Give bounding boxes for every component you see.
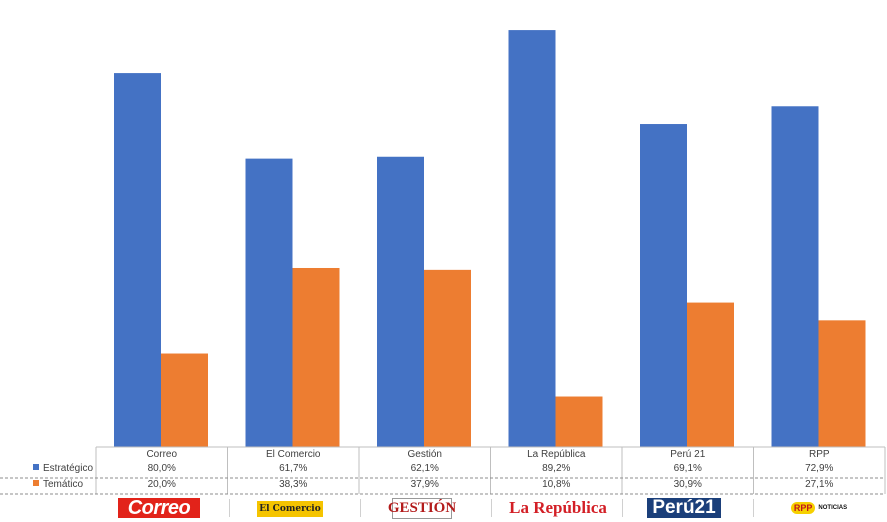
category-label: Correo (146, 449, 177, 460)
category-label: El Comercio (266, 449, 321, 460)
logo-separator (229, 499, 230, 517)
rpp-logo: RPP NOTICIAS (787, 498, 851, 518)
data-label: 37,9% (411, 479, 439, 490)
legend-label-0: Estratégico (43, 463, 93, 474)
bar-tematico-4 (687, 302, 734, 447)
data-label: 38,3% (279, 479, 307, 490)
data-label: 62,1% (411, 463, 439, 474)
bar-estrategico-4 (640, 124, 687, 448)
data-label: 69,1% (674, 463, 702, 474)
bars-layer (114, 30, 866, 448)
category-label: Gestión (408, 449, 442, 460)
la-republica-logo: La República (509, 498, 607, 517)
data-label: 61,7% (279, 463, 307, 474)
data-label: 80,0% (148, 463, 176, 474)
logos-row: Correo El Comercio GESTIÓN La República … (0, 495, 887, 522)
el-comercio-logo: El Comercio (257, 501, 323, 517)
data-label: 27,1% (805, 479, 833, 490)
data-label: 10,8% (542, 479, 570, 490)
bar-chart: Correo El Comercio Gestión La República Perú… (0, 30, 886, 495)
bar-estrategico-0 (114, 73, 161, 447)
bar-estrategico-5 (771, 106, 819, 448)
rpp-badge: RPP (790, 502, 816, 514)
data-table: Correo El Comercio Gestión La República Perú… (0, 446, 886, 495)
logo-separator (753, 499, 754, 517)
data-label: 89,2% (542, 463, 570, 474)
legend-swatch-1 (33, 480, 39, 486)
bar-estrategico-2 (377, 156, 424, 447)
correo-logo: Correo (118, 497, 200, 519)
legend-label-1: Temático (43, 479, 83, 490)
rpp-noticias-text: NOTICIAS (818, 505, 848, 511)
bar-tematico-2 (424, 269, 471, 447)
bar-tematico-0 (161, 353, 208, 447)
bar-estrategico-3 (508, 30, 556, 448)
bar-estrategico-1 (245, 158, 293, 447)
data-label: 30,9% (674, 479, 702, 490)
data-label: 72,9% (805, 463, 833, 474)
gestion-logo: GESTIÓN (388, 498, 456, 519)
peru21-logo: Perú21 (647, 497, 721, 518)
logo-separator (622, 499, 623, 517)
bar-tematico-3 (555, 396, 603, 447)
bar-tematico-1 (292, 267, 340, 447)
legend-swatch-0 (33, 464, 39, 470)
category-label: La República (527, 449, 586, 460)
data-label: 20,0% (148, 479, 176, 490)
logo-separator (360, 499, 361, 517)
category-label: RPP (809, 449, 830, 460)
logo-separator (491, 499, 492, 517)
bar-tematico-5 (818, 320, 866, 447)
category-label: Perú 21 (670, 449, 705, 460)
